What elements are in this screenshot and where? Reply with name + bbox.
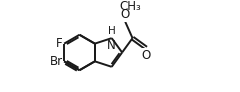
Text: F: F (56, 37, 63, 50)
Text: H: H (108, 26, 116, 36)
Text: N: N (107, 39, 116, 52)
Text: O: O (121, 8, 130, 21)
Text: O: O (142, 49, 151, 62)
Text: CH₃: CH₃ (120, 0, 142, 13)
Text: Br: Br (50, 55, 63, 68)
